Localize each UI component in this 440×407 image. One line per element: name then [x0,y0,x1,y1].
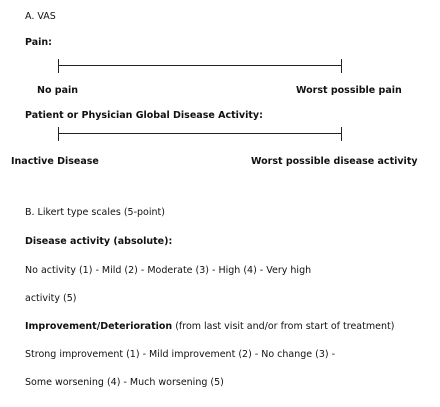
disease-activity-label: Disease activity (absolute): [25,236,173,247]
global-activity-scale-left-tick [58,127,59,141]
global-activity-scale-right-tick [341,127,342,141]
improvement-heading: Improvement/Deterioration (from last vis… [25,321,394,333]
global-activity-left-anchor: Inactive Disease [11,156,99,167]
pain-scale [58,59,342,73]
disease-activity-options-line2: activity (5) [25,293,77,304]
likert-heading: B. Likert type scales (5-point) [25,207,165,218]
pain-left-anchor: No pain [37,85,79,96]
improvement-options-line1: Strong improvement (1) - Mild improvemen… [25,349,336,360]
improvement-options-line2: Some worsening (4) - Much worsening (5) [25,377,224,388]
vas-heading: A. VAS [25,11,56,22]
disease-activity-options-line1: No activity (1) - Mild (2) - Moderate (3… [25,265,312,276]
global-activity-right-anchor: Worst possible disease activity [251,156,418,167]
pain-scale-line [58,65,342,66]
improvement-label: Improvement/Deterioration [25,321,173,332]
pain-scale-right-tick [341,59,342,73]
global-activity-label: Patient or Physician Global Disease Acti… [25,110,263,121]
global-activity-scale [58,127,342,141]
pain-scale-left-tick [58,59,59,73]
global-activity-scale-line [58,133,342,134]
improvement-note: (from last visit and/or from start of tr… [172,321,395,332]
pain-label: Pain: [25,37,52,48]
pain-right-anchor: Worst possible pain [296,85,402,96]
